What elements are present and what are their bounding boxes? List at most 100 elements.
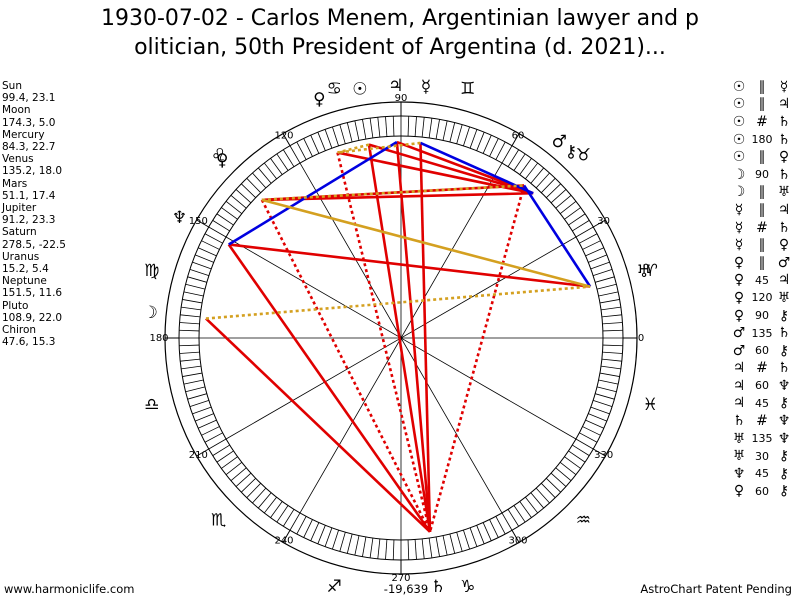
aspect-planet1-icon: ♆: [732, 465, 746, 482]
zodiac-sign-icon: ♍: [144, 261, 159, 281]
aspect-planet2-icon: ⚷: [778, 342, 790, 359]
aspect-planet1-icon: ☽: [732, 184, 746, 201]
degree-tick: [442, 120, 448, 141]
aspect-symbol: ∥: [758, 78, 766, 95]
aspect-symbol: ∥: [758, 254, 766, 271]
planet-venus-icon: ♀: [216, 150, 228, 170]
planet-jupiter-icon: ♃: [388, 76, 403, 96]
bottom-value: -19,639: [384, 582, 428, 596]
aspect-symbol: 45: [755, 467, 769, 481]
degree-tick: [230, 194, 247, 209]
aspect-planet1-icon: ☉: [732, 113, 746, 130]
degree-tick: [198, 247, 217, 257]
degree-label: 330: [594, 450, 613, 461]
degree-tick: [362, 536, 367, 557]
aspect-planet1-icon: ♅: [732, 448, 746, 465]
aspect-planet1-icon: ☉: [732, 131, 746, 148]
degree-tick: [530, 167, 545, 184]
planet-name-neptune: Neptune: [2, 275, 47, 288]
planet-values-uranus: 15.2, 5.4: [2, 263, 49, 276]
zodiac-sign-icon: ♑: [460, 577, 475, 597]
house-cusp-tick: [511, 133, 520, 146]
aspect-planet1-icon: ♅: [732, 430, 746, 447]
aspect-line-neptune-uranus: [228, 243, 591, 288]
planet-pluto-icon: ♀: [313, 90, 325, 110]
aspect-planet2-icon: ♀: [778, 237, 790, 254]
degree-tick: [289, 145, 301, 164]
degree-tick: [489, 519, 499, 538]
aspect-planet1-icon: ♀: [733, 483, 745, 500]
degree-tick: [192, 261, 212, 270]
aspect-symbol: #: [756, 413, 768, 430]
aspect-planet2-icon: ⚷: [778, 448, 790, 465]
degree-tick: [185, 386, 206, 393]
degree-tick: [428, 537, 433, 558]
degree-tick: [568, 450, 586, 463]
title-line-1: 1930-07-02 - Carlos Menem, Argentinian l…: [101, 6, 699, 31]
zodiac-sign-icon: ♊: [460, 79, 475, 99]
aspect-symbol: ∥: [758, 96, 766, 113]
degree-tick: [456, 124, 463, 144]
zodiac-sign-icon: ♌: [211, 146, 226, 166]
aspect-symbol: 60: [755, 379, 769, 393]
degree-tick: [559, 462, 577, 475]
aspect-row: ♀ 90 ⚷: [729, 307, 793, 325]
aspect-line-moon-saturn: [205, 317, 431, 533]
degree-tick: [546, 478, 561, 493]
degree-tick: [230, 467, 247, 482]
degree-tick: [317, 132, 326, 151]
degree-tick: [369, 118, 374, 139]
degree-tick: [354, 120, 360, 141]
planet-name-pluto: Pluto: [2, 299, 29, 312]
aspect-row: ♃ # ♄: [729, 360, 793, 378]
planet-values-jupiter: 91.2, 23.3: [2, 214, 56, 227]
degree-label: 270: [391, 573, 410, 584]
degree-tick: [519, 501, 532, 518]
aspect-symbol: ∥: [758, 184, 766, 201]
aspect-line-venus-saturn: [260, 199, 432, 533]
degree-tick: [392, 539, 395, 560]
degree-tick: [507, 509, 519, 527]
planet-name-uranus: Uranus: [2, 250, 40, 263]
planet-values-moon: 174.3, 5.0: [2, 116, 56, 129]
degree-tick: [182, 299, 203, 304]
title-line-2: olitician, 50th President of Argentina (…: [134, 35, 666, 60]
degree-tick: [421, 538, 425, 559]
degree-tick: [588, 413, 607, 422]
house-cusp-tick: [593, 219, 606, 228]
degree-tick: [377, 538, 381, 559]
degree-tick: [179, 344, 200, 347]
aspect-row: ♅ 135 ♆: [729, 430, 793, 448]
degree-tick: [588, 254, 607, 263]
aspect-symbol: #: [756, 219, 768, 236]
house-cusp-tick: [593, 448, 606, 457]
planet-mercury-icon: ☿: [421, 77, 431, 97]
degree-tick: [602, 344, 623, 347]
degree-tick: [198, 419, 217, 429]
degree-tick: [435, 119, 440, 140]
degree-tick: [550, 472, 567, 487]
degree-tick: [270, 158, 283, 175]
degree-tick: [595, 276, 615, 283]
degree-tick: [183, 379, 204, 385]
degree-tick: [585, 419, 604, 429]
degree-tick: [501, 145, 513, 164]
degree-label: 240: [274, 536, 293, 547]
website-link[interactable]: www.harmoniclife.com: [4, 582, 135, 596]
aspect-row: ☿ ∥ ♀: [729, 236, 793, 254]
degree-tick: [189, 269, 210, 276]
aspect-line-sun-saturn: [367, 144, 432, 533]
aspect-planet1-icon: ☽: [732, 166, 746, 183]
aspect-planet2-icon: ⚷: [778, 307, 790, 324]
degree-tick: [407, 539, 410, 560]
aspect-line-saturn-neptune: [227, 243, 432, 533]
degree-tick: [596, 386, 617, 393]
degree-tick: [564, 456, 581, 469]
aspect-line-venus-uranus: [261, 198, 591, 288]
degree-tick: [225, 462, 243, 475]
degree-tick: [212, 444, 230, 456]
house-cusp-tick: [282, 530, 291, 543]
aspect-line-venus-mars: [261, 184, 525, 202]
degree-label: 150: [189, 216, 208, 227]
degree-tick: [414, 116, 417, 137]
